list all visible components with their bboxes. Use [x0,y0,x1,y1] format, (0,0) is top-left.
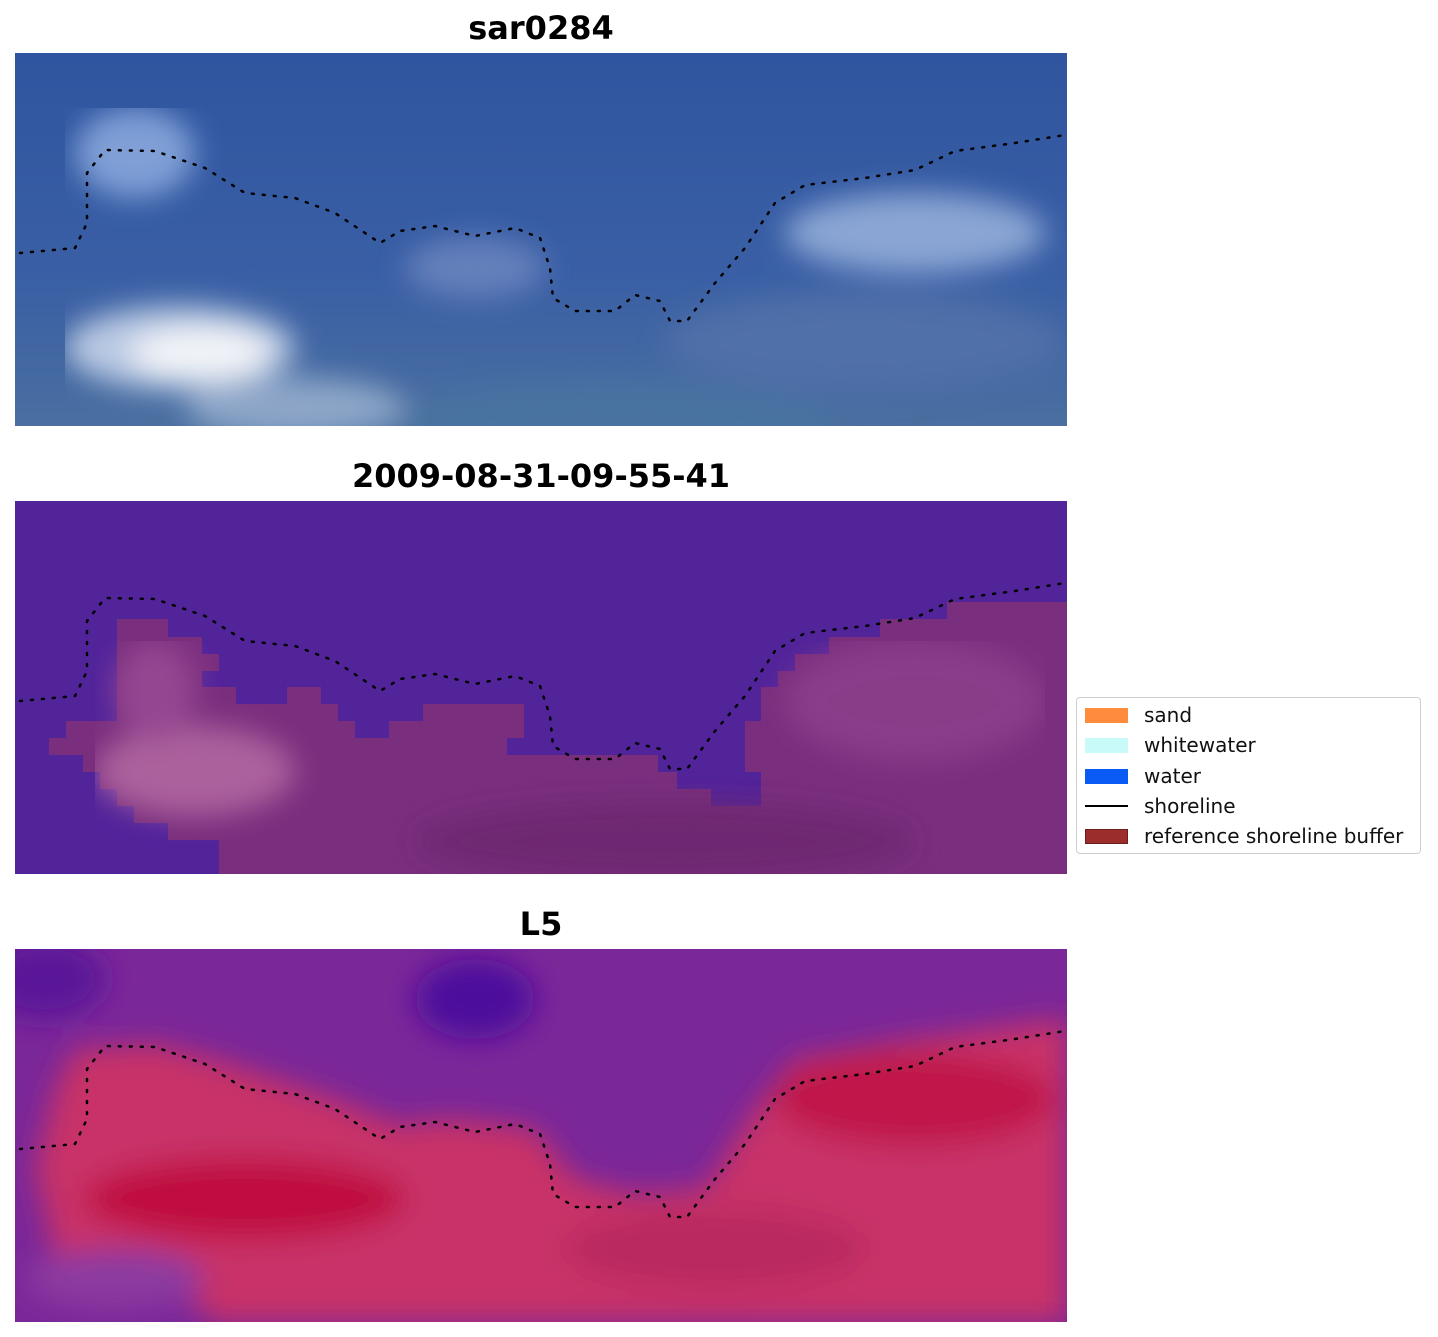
legend-label-reference-buffer: reference shoreline buffer [1144,824,1404,848]
legend-label-sand: sand [1144,703,1193,727]
legend-swatch-shoreline [1085,804,1128,808]
legend-item-reference-buffer: reference shoreline buffer [1085,821,1403,851]
legend-swatch-reference-buffer [1085,828,1128,844]
index-image [15,949,1067,1322]
legend-label-whitewater: whitewater [1144,733,1256,757]
legend: sand whitewater water shoreline referenc… [1076,697,1421,854]
legend-swatch-sand [1085,707,1128,723]
panel-title-index: L5 [519,905,563,943]
classification-panel [15,501,1067,874]
legend-item-water: water [1085,761,1201,791]
rgb-satellite-image [15,53,1067,426]
legend-label-water: water [1144,764,1201,788]
shoreline-line [18,581,1067,771]
legend-swatch-whitewater [1085,737,1128,753]
legend-swatch-water [1085,768,1128,784]
shoreline-line [18,1029,1067,1219]
rgb-image-panel [15,53,1067,426]
shoreline-line [18,133,1067,323]
classification-image [15,501,1067,874]
legend-item-whitewater: whitewater [1085,730,1256,760]
legend-item-sand: sand [1085,700,1192,730]
legend-item-shoreline: shoreline [1085,791,1236,821]
panel-title-rgb: sar0284 [468,9,614,47]
legend-label-shoreline: shoreline [1144,794,1236,818]
panel-title-classification: 2009-08-31-09-55-41 [351,457,731,495]
index-panel [15,949,1067,1322]
